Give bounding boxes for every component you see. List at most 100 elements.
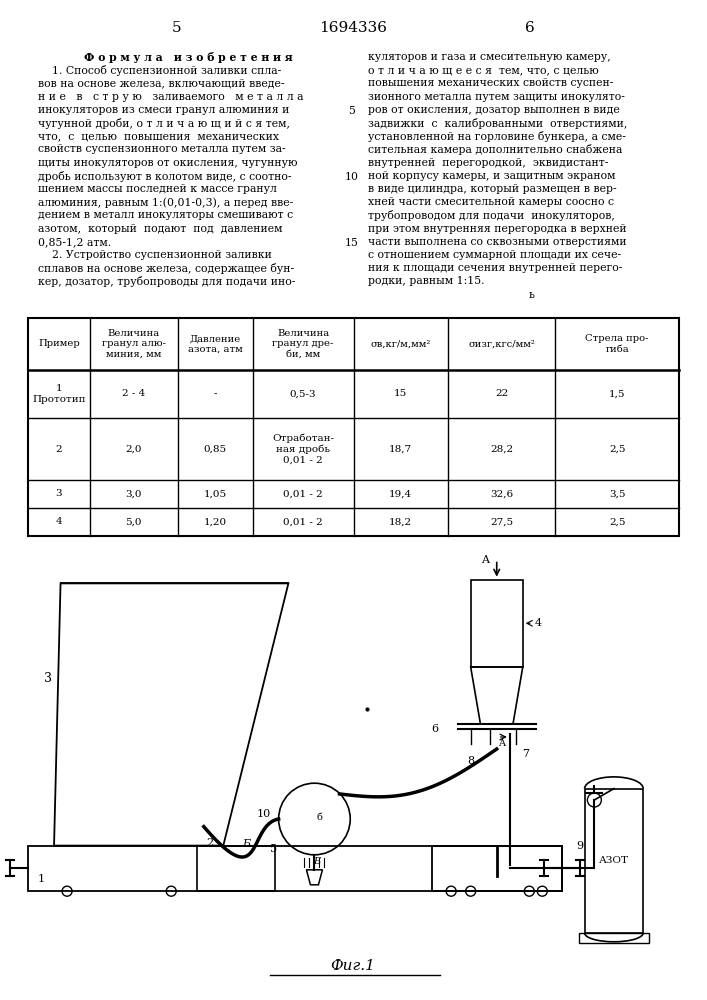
Text: Стрела про-
гиба: Стрела про- гиба [585,334,649,354]
Text: 9: 9 [575,841,583,851]
Text: Величина
гранул дре-
би, мм: Величина гранул дре- би, мм [272,329,334,359]
Text: щиты инокуляторов от окисления, чугунную: щиты инокуляторов от окисления, чугунную [38,158,298,168]
Text: 19,4: 19,4 [389,489,412,498]
Bar [28,318,679,536]
Text: дением в металл инокуляторы смешивают с: дением в металл инокуляторы смешивают с [38,210,293,220]
Text: ной корпусу камеры, и защитным экраном: ной корпусу камеры, и защитным экраном [368,171,616,181]
Bar [197,846,276,891]
Text: 1: 1 [37,874,45,884]
Text: 22: 22 [495,389,508,398]
Text: родки, равным 1:15.: родки, равным 1:15. [368,276,484,286]
Text: 3: 3 [44,672,52,685]
Text: 2,0: 2,0 [126,444,142,454]
Text: 1. Способ суспензионной заливки спла-: 1. Способ суспензионной заливки спла- [38,65,281,76]
Text: 1694336: 1694336 [319,21,387,35]
Text: повышения механических свойств суспен-: повышения механических свойств суспен- [368,78,614,88]
Text: Давление
азота, атм: Давление азота, атм [188,334,243,354]
Text: 0,85: 0,85 [204,444,227,454]
Text: 0,01 - 2: 0,01 - 2 [284,518,323,526]
Text: 18,2: 18,2 [389,518,412,526]
Text: ров от окисления, дозатор выполнен в виде: ров от окисления, дозатор выполнен в вид… [368,105,620,115]
Text: вов на основе железа, включающий введе-: вов на основе железа, включающий введе- [38,78,284,88]
Text: 3,0: 3,0 [126,489,142,498]
Text: 2 - 4: 2 - 4 [122,389,146,398]
Text: о т л и ч а ю щ е е с я  тем, что, с целью: о т л и ч а ю щ е е с я тем, что, с цель… [368,65,599,75]
Bar [579,933,649,943]
Text: 28,2: 28,2 [490,444,513,454]
Text: 32,6: 32,6 [490,489,513,498]
Text: сительная камера дополнительно снабжена: сительная камера дополнительно снабжена [368,144,622,155]
Text: кер, дозатор, трубопроводы для подачи ино-: кер, дозатор, трубопроводы для подачи ин… [38,276,296,287]
Text: 27,5: 27,5 [490,518,513,526]
Text: азотом,  который  подают  под  давлением: азотом, который подают под давлением [38,224,283,234]
Text: 4: 4 [534,618,542,628]
Text: Б: Б [242,839,250,849]
Text: дробь используют в колотом виде, с соотно-: дробь используют в колотом виде, с соотн… [38,171,291,182]
Text: 15: 15 [394,389,407,398]
Text: н и е   в   с т р у ю   заливаемого   м е т а л л а: н и е в с т р у ю заливаемого м е т а л … [38,92,303,102]
Text: что,  с  целью  повышения  механических: что, с целью повышения механических [38,131,279,141]
Text: сплавов на основе железа, содержащее бун-: сплавов на основе железа, содержащее бун… [38,263,294,274]
Text: A: A [498,740,506,748]
Text: 5,0: 5,0 [126,518,142,526]
Text: 2: 2 [56,444,62,454]
Text: свойств суспензионного металла путем за-: свойств суспензионного металла путем за- [38,144,286,154]
Text: 7: 7 [522,749,529,759]
Text: ь: ь [368,290,535,300]
Text: σизг,кгс/мм²: σизг,кгс/мм² [468,340,535,349]
Text: чугунной дроби, о т л и ч а ю щ и й с я тем,: чугунной дроби, о т л и ч а ю щ и й с я … [38,118,290,129]
Text: A: A [481,555,489,565]
Text: задвижки  с  калиброванными  отверстиями,: задвижки с калиброванными отверстиями, [368,118,627,129]
Text: Б: Б [313,857,320,866]
Text: 0,5-3: 0,5-3 [290,389,316,398]
Text: σв,кг/м,мм²: σв,кг/м,мм² [370,340,431,349]
Text: установленной на горловине бункера, а сме-: установленной на горловине бункера, а см… [368,131,626,142]
Text: 18,7: 18,7 [389,444,412,454]
Text: 5: 5 [349,106,356,116]
Text: хней части смесительной камеры соосно с: хней части смесительной камеры соосно с [368,197,614,207]
Text: 5: 5 [173,21,182,35]
Text: ния к площади сечения внутренней перего-: ния к площади сечения внутренней перего- [368,263,622,273]
Text: 4: 4 [56,518,62,526]
Text: 1,05: 1,05 [204,489,227,498]
Text: части выполнена со сквозными отверстиями: части выполнена со сквозными отверстиями [368,237,626,247]
Text: 6: 6 [431,724,438,734]
Text: при этом внутренняя перегородка в верхней: при этом внутренняя перегородка в верхне… [368,224,626,234]
Text: в виде цилиндра, который размещен в вер-: в виде цилиндра, который размещен в вер- [368,184,617,194]
Text: АЗОТ: АЗОТ [599,856,629,865]
Text: с отношением суммарной площади их сече-: с отношением суммарной площади их сече- [368,250,621,260]
Text: внутренней  перегородкой,  эквидистант-: внутренней перегородкой, эквидистант- [368,158,609,168]
Text: 2,5: 2,5 [609,444,626,454]
Text: 2,5: 2,5 [609,518,626,526]
Text: инокуляторов из смеси гранул алюминия и: инокуляторов из смеси гранул алюминия и [38,105,289,115]
Text: 3: 3 [56,489,62,498]
Text: 6: 6 [525,21,535,35]
Text: Пример: Пример [38,340,80,349]
Text: 1
Прототип: 1 Прототип [33,384,86,404]
Bar [431,846,562,891]
Text: 8: 8 [467,756,474,766]
Text: Ф о р м у л а   и з о б р е т е н и я: Ф о р м у л а и з о б р е т е н и я [83,52,292,63]
Text: Величина
гранул алю-
миния, мм: Величина гранул алю- миния, мм [102,329,165,359]
Text: 2. Устройство суспензионной заливки: 2. Устройство суспензионной заливки [38,250,272,260]
Text: куляторов и газа и смесительную камеру,: куляторов и газа и смесительную камеру, [368,52,611,62]
Text: алюминия, равным 1:(0,01-0,3), а перед вве-: алюминия, равным 1:(0,01-0,3), а перед в… [38,197,293,208]
Text: 10: 10 [257,809,271,819]
Text: -: - [214,389,217,398]
Bar [471,580,522,667]
Text: 1,5: 1,5 [609,389,626,398]
Text: 5: 5 [270,844,277,854]
Text: 10: 10 [345,172,359,182]
Text: 1,20: 1,20 [204,518,227,526]
Text: Отработан-
ная дробь
0,01 - 2: Отработан- ная дробь 0,01 - 2 [272,434,334,464]
Text: 15: 15 [345,238,359,248]
Text: 2: 2 [206,838,214,848]
Text: б: б [317,812,322,822]
Text: 3,5: 3,5 [609,489,626,498]
Text: зионного металла путем защиты инокулято-: зионного металла путем защиты инокулято- [368,92,625,102]
Bar [585,789,643,933]
Text: 0,01 - 2: 0,01 - 2 [284,489,323,498]
Text: 0,85-1,2 атм.: 0,85-1,2 атм. [38,237,111,247]
Text: шением массы последней к массе гранул: шением массы последней к массе гранул [38,184,277,194]
Text: трубопроводом для подачи  инокуляторов,: трубопроводом для подачи инокуляторов, [368,210,615,221]
